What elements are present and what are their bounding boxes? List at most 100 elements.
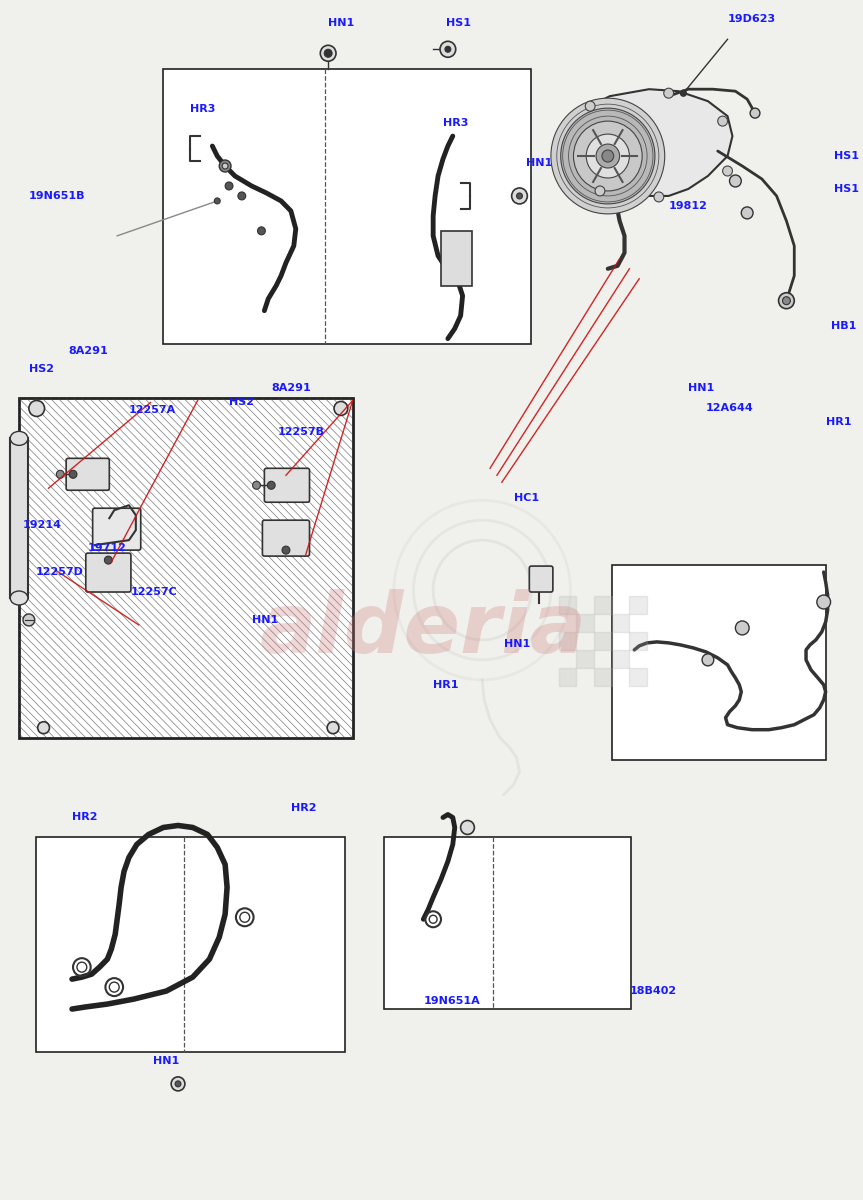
FancyBboxPatch shape bbox=[92, 509, 141, 550]
Text: alderia: alderia bbox=[260, 589, 587, 671]
Circle shape bbox=[680, 90, 686, 96]
Bar bbox=[163, 70, 532, 343]
Polygon shape bbox=[570, 89, 733, 196]
Text: 12257B: 12257B bbox=[278, 427, 325, 437]
FancyBboxPatch shape bbox=[85, 553, 131, 592]
Circle shape bbox=[574, 121, 642, 191]
Bar bbox=[576, 650, 594, 668]
Circle shape bbox=[175, 1081, 181, 1087]
Text: HS1: HS1 bbox=[834, 184, 859, 194]
Circle shape bbox=[718, 116, 728, 126]
Circle shape bbox=[268, 481, 275, 490]
Bar bbox=[612, 650, 629, 668]
Text: HR3: HR3 bbox=[443, 118, 469, 128]
Text: 19N651A: 19N651A bbox=[424, 996, 480, 1006]
Text: HR2: HR2 bbox=[72, 812, 98, 822]
Text: HN1: HN1 bbox=[526, 158, 552, 168]
Bar bbox=[629, 632, 647, 650]
FancyBboxPatch shape bbox=[529, 566, 553, 592]
Bar bbox=[35, 838, 345, 1052]
Circle shape bbox=[104, 556, 112, 564]
Text: HS2: HS2 bbox=[229, 397, 254, 408]
Circle shape bbox=[324, 49, 332, 58]
Text: HR2: HR2 bbox=[291, 803, 317, 812]
Text: 12257D: 12257D bbox=[35, 568, 84, 577]
Circle shape bbox=[445, 47, 450, 53]
Circle shape bbox=[214, 198, 220, 204]
Circle shape bbox=[596, 144, 620, 168]
Circle shape bbox=[551, 98, 665, 214]
Circle shape bbox=[171, 1076, 185, 1091]
Circle shape bbox=[56, 470, 64, 479]
Bar bbox=[594, 596, 612, 614]
Circle shape bbox=[257, 227, 265, 235]
Circle shape bbox=[702, 654, 714, 666]
Text: HB1: HB1 bbox=[830, 320, 856, 331]
Circle shape bbox=[586, 134, 629, 178]
Circle shape bbox=[595, 186, 605, 196]
Circle shape bbox=[69, 470, 77, 479]
Circle shape bbox=[729, 175, 741, 187]
Circle shape bbox=[817, 595, 830, 608]
Circle shape bbox=[238, 192, 246, 200]
Circle shape bbox=[722, 166, 733, 176]
Text: HR3: HR3 bbox=[190, 104, 215, 114]
Bar bbox=[629, 596, 647, 614]
Text: 8A291: 8A291 bbox=[271, 384, 311, 394]
Text: 12A644: 12A644 bbox=[706, 403, 753, 414]
Circle shape bbox=[602, 150, 614, 162]
FancyBboxPatch shape bbox=[262, 520, 310, 556]
Text: HN1: HN1 bbox=[328, 18, 355, 29]
Text: 18B402: 18B402 bbox=[629, 986, 677, 996]
Circle shape bbox=[28, 401, 45, 416]
Circle shape bbox=[664, 88, 673, 98]
Bar bbox=[19, 398, 353, 738]
Bar bbox=[441, 230, 472, 286]
Circle shape bbox=[512, 188, 527, 204]
FancyBboxPatch shape bbox=[264, 468, 310, 503]
Circle shape bbox=[253, 481, 261, 490]
Circle shape bbox=[783, 296, 791, 305]
Text: 19214: 19214 bbox=[23, 520, 62, 530]
Bar bbox=[612, 614, 629, 632]
Bar bbox=[594, 632, 612, 650]
Circle shape bbox=[334, 402, 348, 415]
Bar bbox=[612, 565, 826, 760]
Circle shape bbox=[225, 182, 233, 190]
Text: HC1: HC1 bbox=[513, 493, 539, 503]
Circle shape bbox=[735, 620, 749, 635]
Circle shape bbox=[282, 546, 290, 554]
Bar bbox=[594, 668, 612, 686]
Text: HR1: HR1 bbox=[826, 418, 851, 427]
Bar bbox=[384, 838, 632, 1009]
Circle shape bbox=[750, 108, 760, 118]
Text: 19N651B: 19N651B bbox=[28, 191, 85, 200]
Circle shape bbox=[219, 160, 231, 172]
Circle shape bbox=[741, 206, 753, 218]
Text: HR1: HR1 bbox=[433, 680, 458, 690]
Text: HN1: HN1 bbox=[504, 638, 530, 649]
Circle shape bbox=[517, 193, 522, 199]
Text: 19812: 19812 bbox=[669, 200, 708, 211]
Circle shape bbox=[585, 101, 595, 112]
FancyBboxPatch shape bbox=[66, 458, 110, 491]
Bar bbox=[558, 668, 576, 686]
Circle shape bbox=[778, 293, 794, 308]
Text: 12257C: 12257C bbox=[131, 587, 178, 598]
Text: 8A291: 8A291 bbox=[68, 346, 108, 355]
Circle shape bbox=[222, 163, 228, 169]
Text: HN1: HN1 bbox=[154, 1056, 180, 1066]
Text: 19D623: 19D623 bbox=[728, 14, 776, 24]
Bar bbox=[576, 614, 594, 632]
Circle shape bbox=[23, 614, 35, 626]
Circle shape bbox=[654, 192, 664, 202]
Text: HN1: HN1 bbox=[689, 384, 715, 394]
Text: HS2: HS2 bbox=[28, 364, 54, 373]
Circle shape bbox=[440, 41, 456, 58]
Bar bbox=[10, 438, 28, 598]
Circle shape bbox=[320, 46, 336, 61]
Text: 19712: 19712 bbox=[88, 544, 127, 553]
Bar bbox=[558, 632, 576, 650]
Ellipse shape bbox=[10, 431, 28, 445]
Circle shape bbox=[461, 821, 475, 834]
